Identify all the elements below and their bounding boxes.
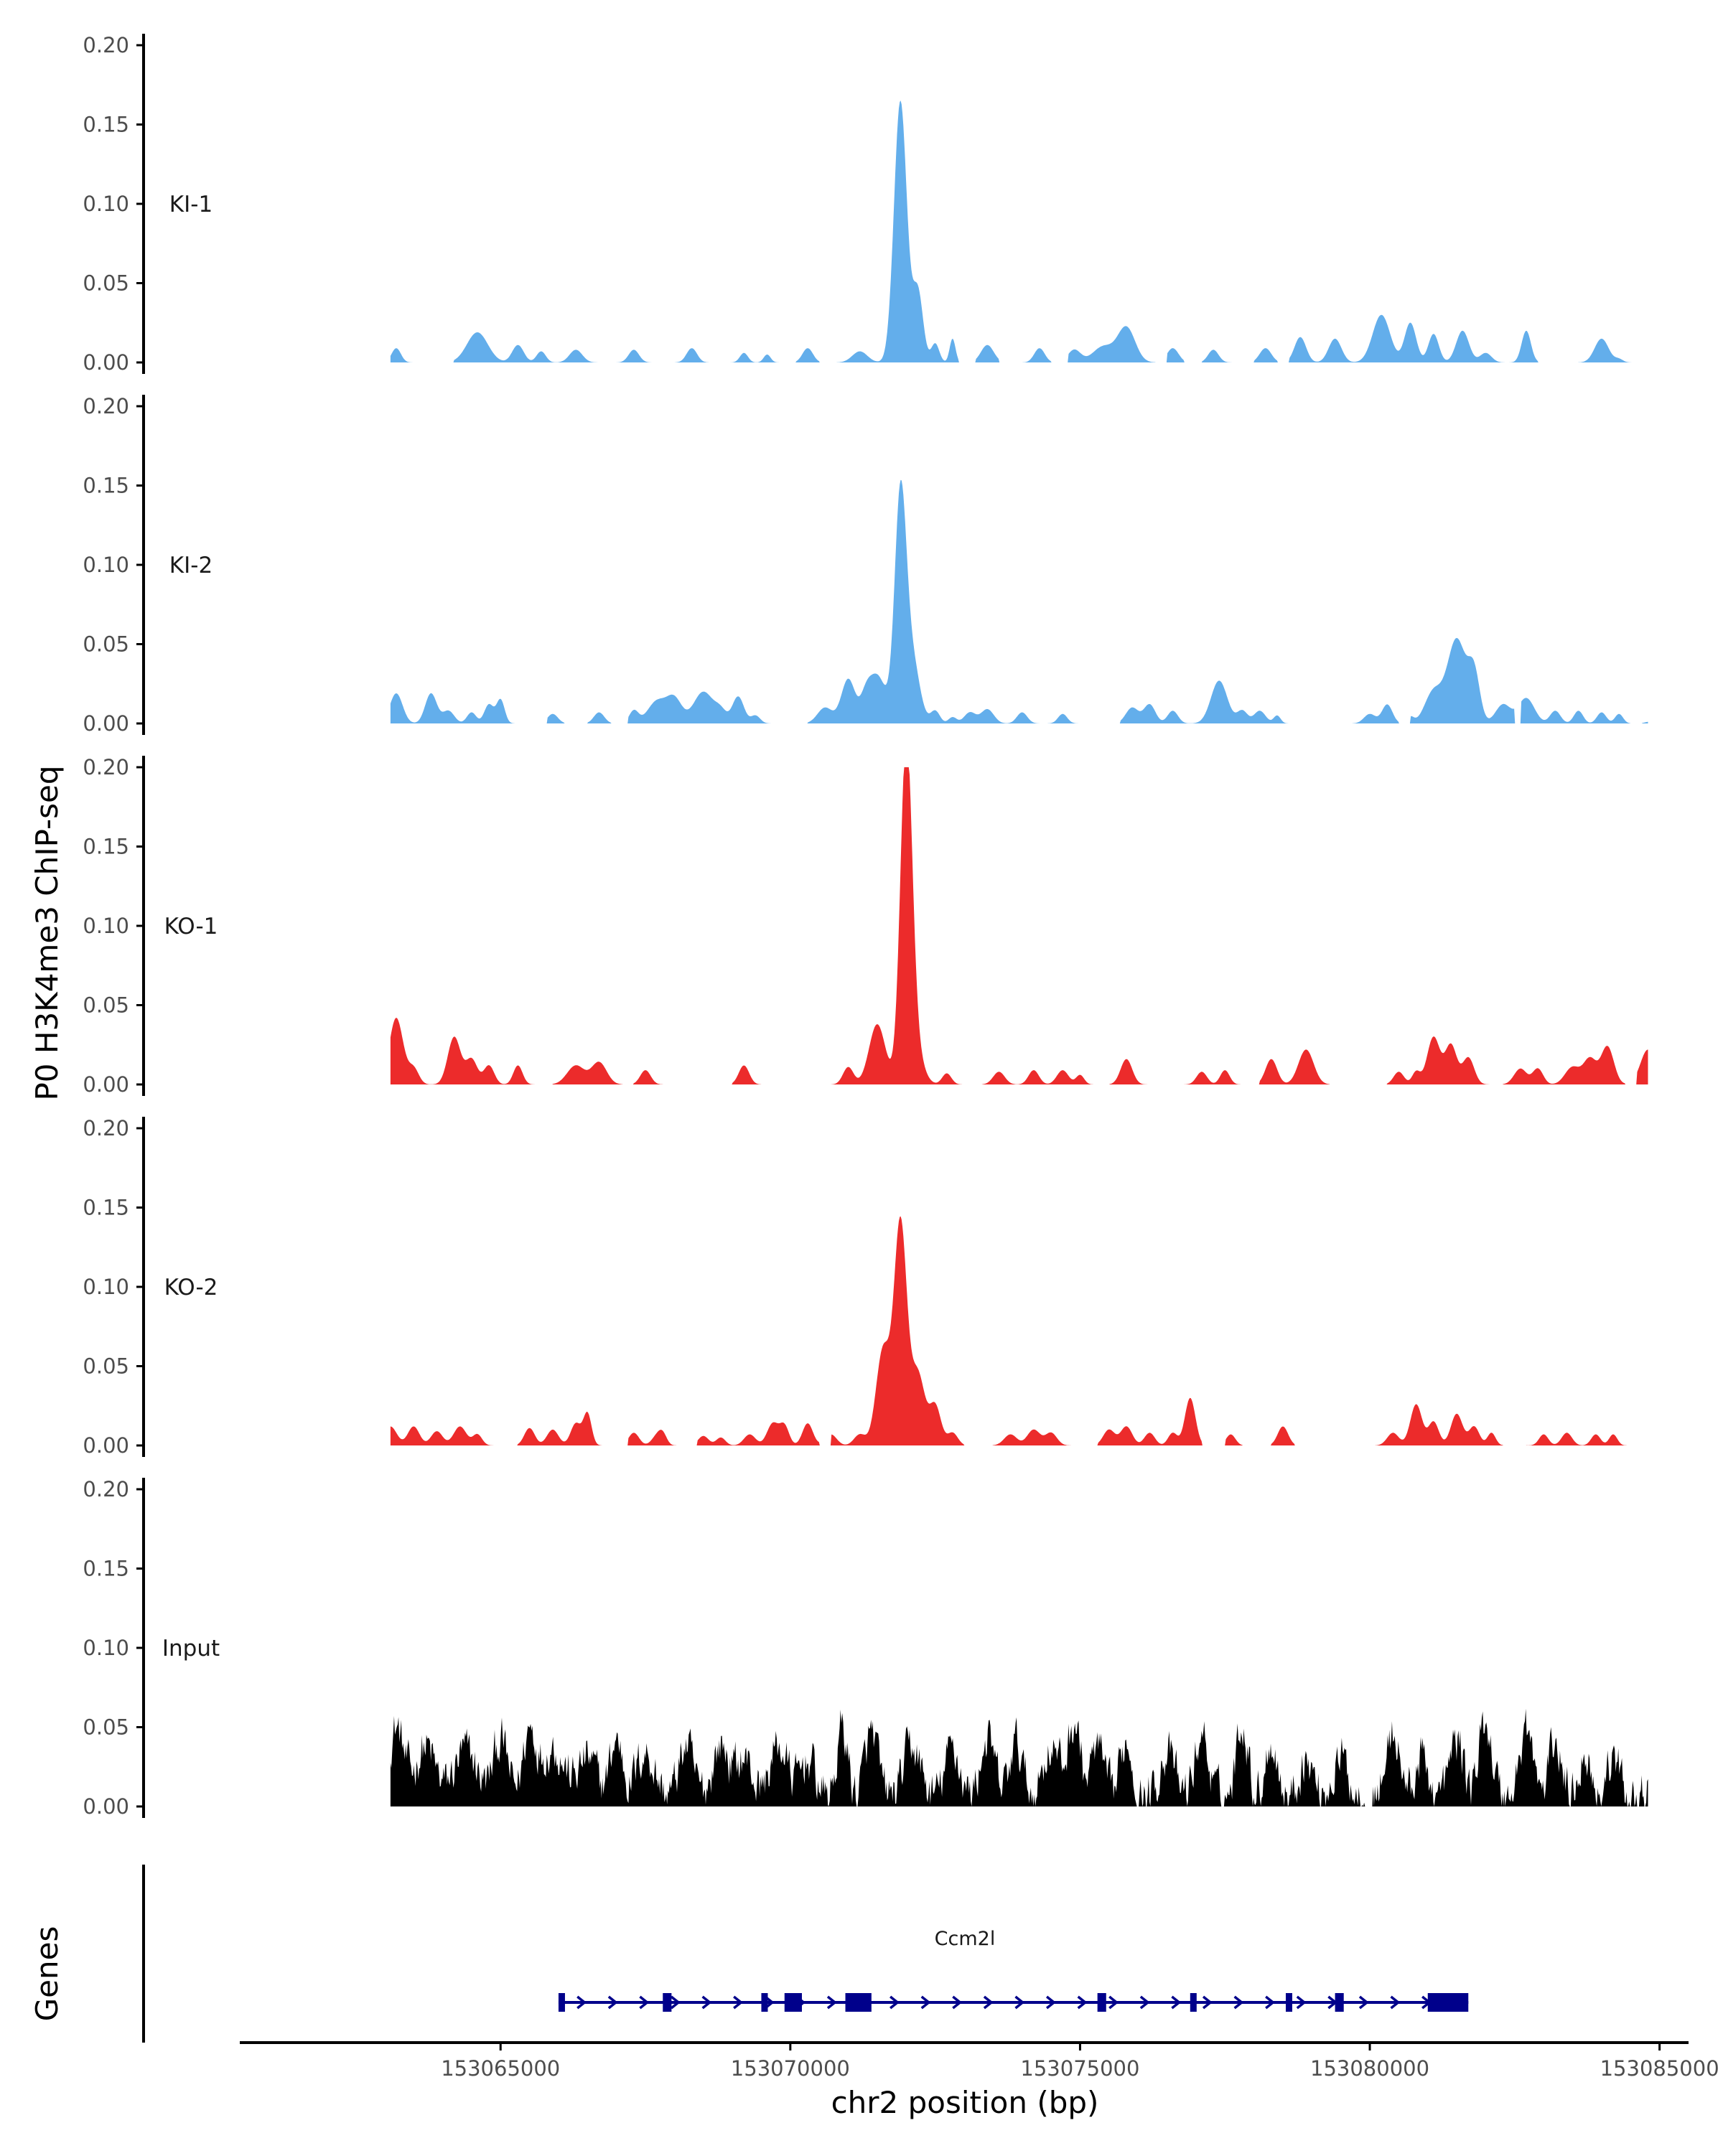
y-tick-label: 0.05 xyxy=(83,993,129,1018)
strand-arrow xyxy=(1390,1995,1401,2010)
y-tick-label: 0.10 xyxy=(83,553,129,577)
signal-area-input xyxy=(390,1708,1648,1806)
gene-panel xyxy=(142,1865,1469,2043)
strand-arrow xyxy=(1171,1995,1182,2010)
x-tick-label: 153075000 xyxy=(1020,2056,1139,2081)
y-tick-label: 0.05 xyxy=(83,271,129,296)
track-input: 0.00 0.05 0.10 0.15 0.20 Input xyxy=(83,1477,1648,1819)
genes-track-label: Genes xyxy=(29,1926,65,2022)
gene-exon xyxy=(558,1993,565,2012)
track-label-ki-1: KI-1 xyxy=(169,192,213,217)
strand-arrow xyxy=(670,1995,681,2010)
y-tick-label: 0.00 xyxy=(83,1433,129,1458)
strand-arrow xyxy=(1265,1995,1276,2010)
strand-arrow xyxy=(1202,1995,1213,2010)
strand-arrow xyxy=(1296,1995,1307,2010)
track-ko-2: 0.00 0.05 0.10 0.15 0.20 KO-2 xyxy=(83,1116,1648,1458)
strand-arrow xyxy=(889,1995,900,2010)
x-tick-label: 153080000 xyxy=(1310,2056,1429,2081)
y-tick-label: 0.00 xyxy=(83,1072,129,1097)
track-label-ko-2: KO-2 xyxy=(164,1275,218,1300)
strand-arrow xyxy=(607,1995,618,2010)
y-tick-label: 0.15 xyxy=(83,835,129,859)
strand-arrow xyxy=(639,1995,650,2010)
strand-arrow xyxy=(576,1995,587,2010)
gene-exon xyxy=(663,1993,672,2012)
gene-exon xyxy=(784,1993,802,2012)
signal-tracks: 0.00 0.05 0.10 0.15 0.20 KI-1 0.00 0.05 0.10 0.15… xyxy=(83,33,1648,1819)
y-tick-label: 0.05 xyxy=(83,1715,129,1740)
y-tick-label: 0.05 xyxy=(83,632,129,657)
gene-exon xyxy=(1097,1993,1106,2012)
gene-exon xyxy=(1285,1993,1292,2012)
gene-exon xyxy=(1190,1993,1197,2012)
signal-area-ko-2 xyxy=(390,1216,1648,1445)
y-tick-label: 0.20 xyxy=(83,394,129,418)
strand-arrow xyxy=(826,1995,837,2010)
x-tick-label: 153085000 xyxy=(1600,2056,1719,2081)
strand-arrow xyxy=(1077,1995,1088,2010)
y-tick-label: 0.10 xyxy=(83,1636,129,1660)
x-tick-label: 153065000 xyxy=(441,2056,560,2081)
track-label-ko-1: KO-1 xyxy=(164,914,218,939)
y-tick-label: 0.05 xyxy=(83,1354,129,1379)
y-tick-label: 0.00 xyxy=(83,1794,129,1819)
strand-arrow xyxy=(983,1995,994,2010)
signal-area-ko-1 xyxy=(390,767,1648,1084)
y-tick-label: 0.15 xyxy=(83,1557,129,1581)
y-tick-label: 0.15 xyxy=(83,113,129,137)
track-label-input: Input xyxy=(162,1636,220,1661)
y-tick-label: 0.10 xyxy=(83,1275,129,1299)
x-axis-title: chr2 position (bp) xyxy=(831,2085,1099,2120)
strand-arrow xyxy=(701,1995,712,2010)
y-tick-label: 0.20 xyxy=(83,33,129,57)
y-tick-label: 0.20 xyxy=(83,755,129,779)
strand-arrow xyxy=(920,1995,931,2010)
strand-arrow xyxy=(1108,1995,1119,2010)
strand-arrow xyxy=(1139,1995,1150,2010)
track-ki-1: 0.00 0.05 0.10 0.15 0.20 KI-1 xyxy=(83,33,1648,375)
strand-arrow xyxy=(1045,1995,1056,2010)
signal-area-ki-2 xyxy=(390,479,1648,723)
strand-arrow xyxy=(1014,1995,1025,2010)
y-tick-label: 0.00 xyxy=(83,711,129,736)
x-axis: 153065000 153070000 153075000 153080000 1530… xyxy=(240,2041,1719,2081)
x-tick-label: 153070000 xyxy=(731,2056,850,2081)
strand-arrow xyxy=(1358,1995,1369,2010)
signal-area-ki-1 xyxy=(390,100,1648,362)
gene-name-label: Ccm2l xyxy=(935,1928,996,1950)
track-label-ki-2: KI-2 xyxy=(169,553,213,578)
y-tick-label: 0.10 xyxy=(83,192,129,216)
gene-exon xyxy=(1335,1993,1344,2012)
y-tick-label: 0.00 xyxy=(83,350,129,375)
y-tick-label: 0.20 xyxy=(83,1477,129,1501)
y-axis-title: P0 H3K4me3 ChIP-seq xyxy=(29,765,65,1100)
strand-arrow xyxy=(952,1995,963,2010)
gene-exon xyxy=(761,1993,768,2012)
y-tick-label: 0.20 xyxy=(83,1116,129,1140)
strand-arrow xyxy=(733,1995,743,2010)
strand-arrow xyxy=(1233,1995,1244,2010)
gene-exon xyxy=(1427,1993,1469,2012)
y-tick-label: 0.15 xyxy=(83,474,129,498)
track-ko-1: 0.00 0.05 0.10 0.15 0.20 KO-1 xyxy=(83,755,1648,1097)
gene-exon xyxy=(845,1993,872,2012)
y-tick-label: 0.15 xyxy=(83,1196,129,1220)
y-tick-label: 0.10 xyxy=(83,914,129,938)
track-ki-2: 0.00 0.05 0.10 0.15 0.20 KI-2 xyxy=(83,394,1648,736)
